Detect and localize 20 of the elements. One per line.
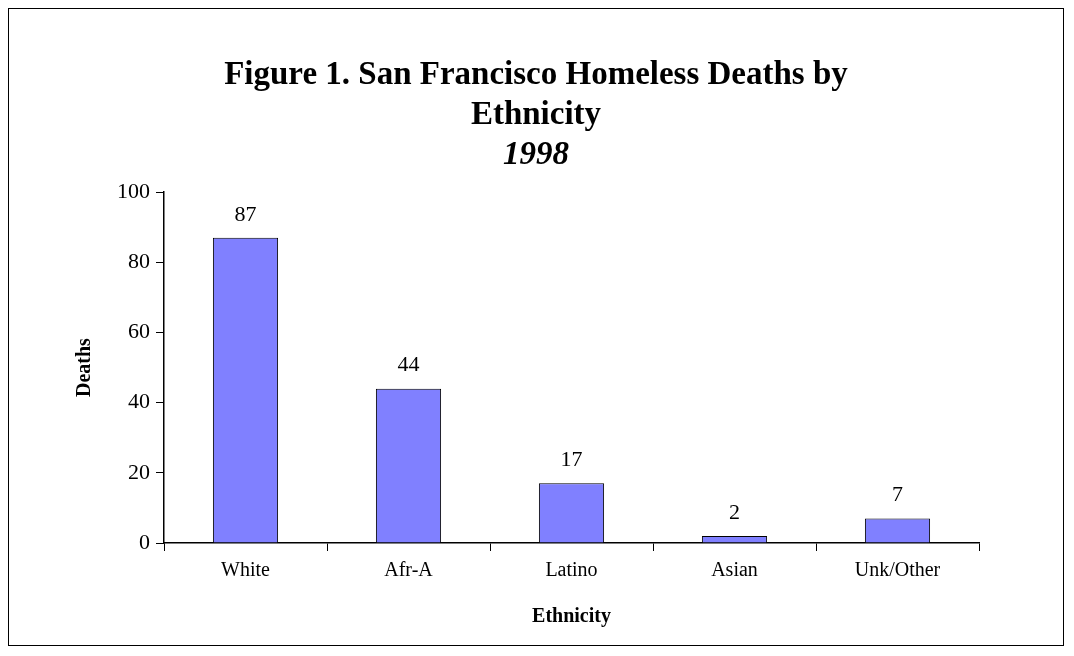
y-axis-title: Deaths — [72, 337, 95, 398]
data-label: 17 — [560, 446, 583, 472]
x-axis-title: Ethnicity — [532, 604, 611, 628]
data-label: 7 — [892, 481, 903, 507]
y-tick-label: 40 — [128, 388, 150, 414]
data-label: 44 — [397, 351, 420, 377]
y-tick-label: 80 — [128, 248, 150, 274]
chart-title: Figure 1. San Francisco Homeless Deaths by Ethnicity — [223, 54, 849, 133]
x-tick-label: Latino — [545, 558, 598, 581]
y-tick-label: 60 — [128, 318, 150, 344]
data-label: 87 — [234, 200, 257, 226]
chart-subtitle: 1998 — [502, 134, 570, 173]
x-tick-label: White — [221, 558, 271, 581]
x-tick-label: Asian — [711, 558, 758, 581]
x-tick-label: Afr-A — [384, 558, 434, 581]
y-tick-label: 20 — [128, 458, 150, 484]
data-label: 2 — [729, 498, 740, 524]
x-tick-label: Unk/Other — [854, 558, 941, 581]
y-tick-label: 100 — [117, 177, 150, 203]
y-tick-label: 0 — [139, 528, 150, 554]
